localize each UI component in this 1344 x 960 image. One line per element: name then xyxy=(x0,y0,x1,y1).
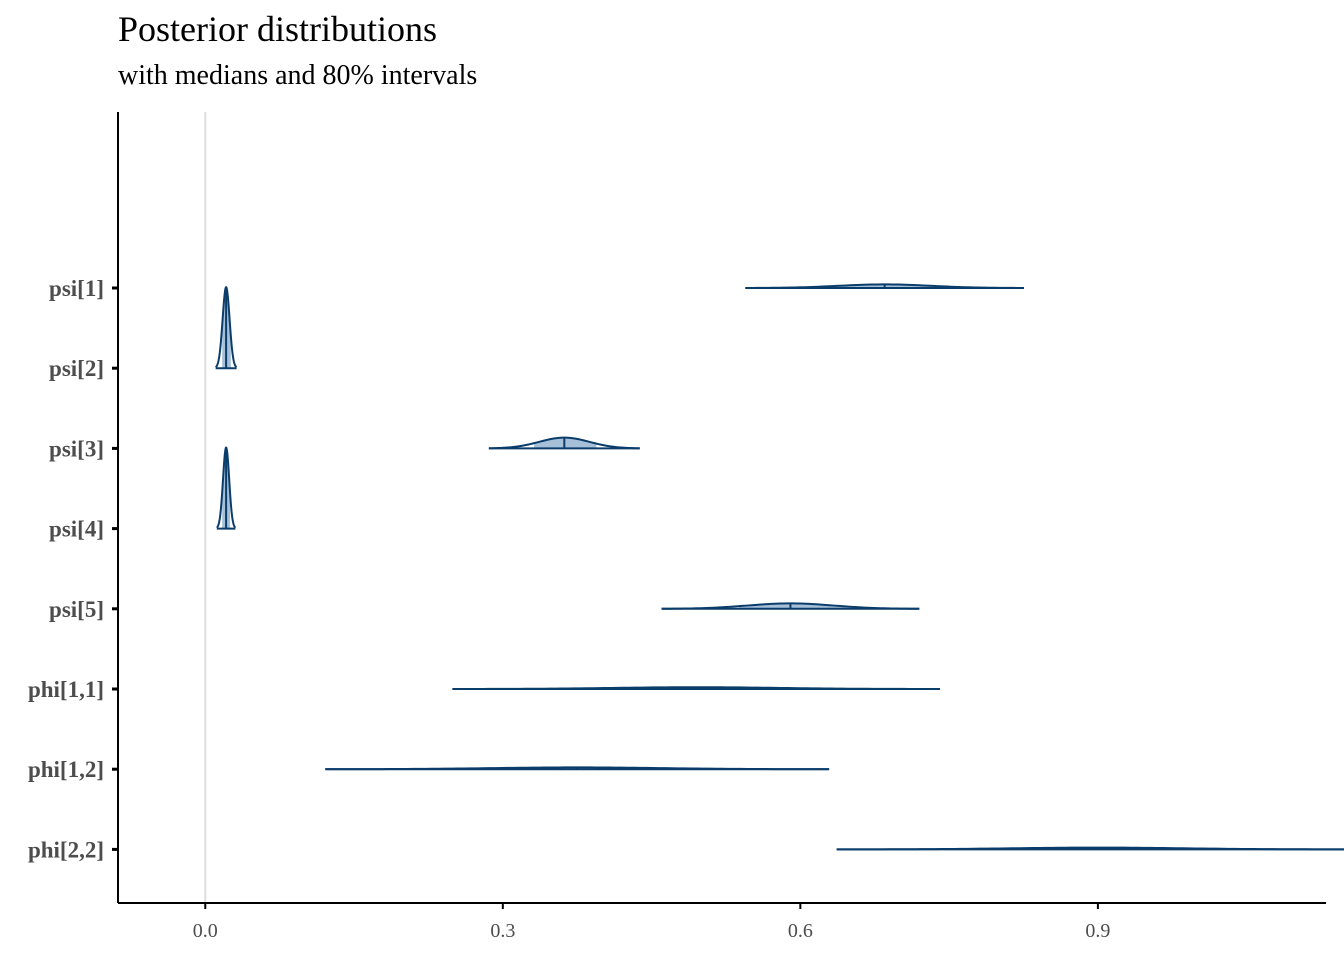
y-tick-label: phi[2,2] xyxy=(28,837,104,862)
y-tick-label: psi[2] xyxy=(49,356,104,381)
x-tick-label: 0.6 xyxy=(788,920,813,942)
y-tick-label: psi[1] xyxy=(49,276,104,301)
density-psi-3 xyxy=(488,436,640,450)
density-outline xyxy=(215,285,238,369)
y-tick-label: psi[4] xyxy=(49,517,104,542)
y-tick-label: psi[3] xyxy=(49,436,104,461)
x-tick-label: 0.0 xyxy=(193,920,218,942)
density-outline xyxy=(216,446,237,529)
density-psi-2 xyxy=(215,285,238,370)
density-psi-4 xyxy=(216,446,237,530)
y-tick-label: phi[1,1] xyxy=(28,677,104,702)
density-phi-1-1 xyxy=(452,686,941,690)
x-tick-label: 0.3 xyxy=(490,920,515,942)
y-tick-label: psi[5] xyxy=(49,597,104,622)
density-phi-1-2 xyxy=(325,766,830,771)
density-phi-2-2 xyxy=(836,846,1344,851)
chart-title: Posterior distributions xyxy=(118,9,438,49)
y-tick-label: phi[1,2] xyxy=(28,757,104,782)
x-tick-label: 0.9 xyxy=(1085,920,1110,942)
chart-subtitle: with medians and 80% intervals xyxy=(118,60,478,91)
density-psi-1 xyxy=(745,283,1024,289)
density-psi-5 xyxy=(661,602,920,610)
density-outline xyxy=(488,436,640,450)
